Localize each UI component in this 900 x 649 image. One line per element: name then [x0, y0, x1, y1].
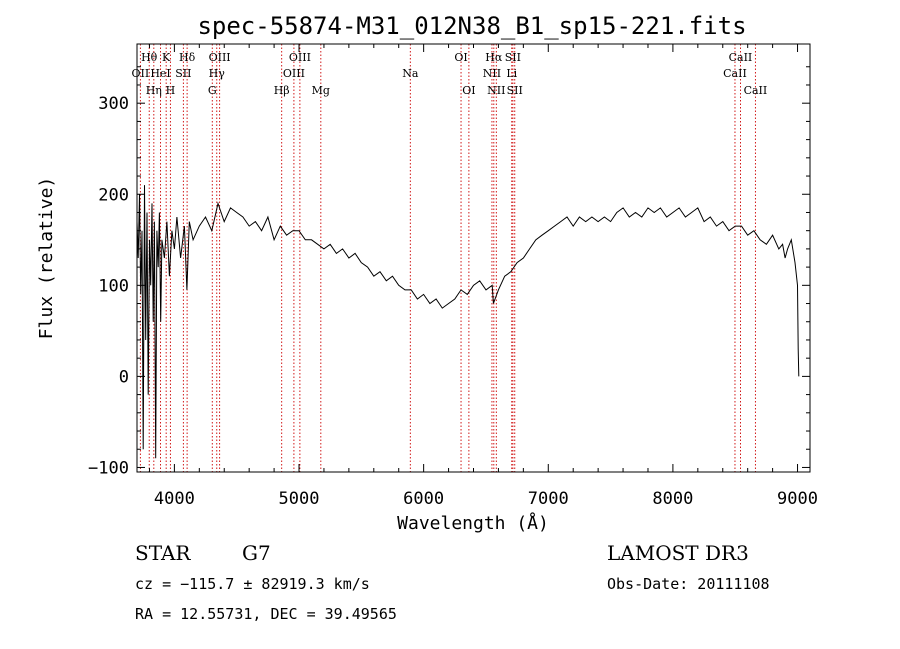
y-tick-label: 300 — [98, 94, 129, 114]
chart-title: spec-55874-M31_012N38_B1_sp15-221.fits — [197, 12, 746, 40]
spectral-line-label: Hδ — [179, 51, 196, 64]
spectral-line-label: OI — [462, 84, 475, 97]
object-subclass: G7 — [242, 541, 271, 565]
spectrum-series-line — [136, 185, 800, 459]
spectral-line-label: OI — [454, 51, 467, 64]
spectral-line-label: Hη — [146, 84, 162, 97]
redshift-cz: cz = −115.7 ± 82919.3 km/s — [135, 575, 370, 593]
spectral-line-label: Hγ — [209, 67, 226, 80]
spectral-line-label: G — [208, 84, 217, 97]
x-tick-label: 6000 — [403, 489, 444, 509]
y-axis-label: Flux (relative) — [36, 177, 57, 340]
spectral-line-label: OII — [132, 67, 150, 80]
spectral-line-label: CaII — [723, 67, 747, 80]
spectral-line-label: Li — [506, 67, 517, 80]
spectral-line-label: SII — [175, 67, 191, 80]
observation-date: Obs-Date: 20111108 — [607, 575, 770, 593]
spectral-line-label: OIII — [283, 67, 305, 80]
x-tick-label: 5000 — [279, 489, 320, 509]
spectral-line-label: CaII — [729, 51, 753, 64]
spectral-line-label: Hα — [485, 51, 503, 64]
y-tick-label: 0 — [119, 367, 129, 387]
spectral-line-label: Mg — [312, 84, 330, 97]
spectral-line-label: HeI — [150, 67, 170, 80]
spectral-line-label: H — [166, 84, 176, 97]
y-tick-label: 100 — [98, 276, 129, 296]
spectral-line-label: NII — [483, 67, 501, 80]
spectral-line-label: SII — [505, 51, 521, 64]
coordinates: RA = 12.55731, DEC = 39.49565 — [135, 605, 397, 623]
y-tick-label: −100 — [88, 458, 129, 478]
x-tick-label: 9000 — [777, 489, 818, 509]
spectral-line-markers — [139, 44, 756, 472]
spectral-line-label: NII — [487, 84, 505, 97]
survey-name: LAMOST DR3 — [607, 541, 749, 565]
spectral-line-label: OIII — [209, 51, 231, 64]
spectral-line-label: K — [162, 51, 171, 64]
spectral-line-labels: OII Hθ Hη HeI K H SII Hδ G Hγ OIII Hβ OIII OIII Mg Na OI… — [132, 51, 768, 97]
object-class: STAR — [135, 541, 191, 565]
spectral-line-label: Hθ — [141, 51, 158, 64]
spectral-line-label: Hβ — [274, 84, 290, 97]
x-tick-label: 4000 — [154, 489, 195, 509]
x-tick-label: 8000 — [652, 489, 693, 509]
plot-frame — [136, 43, 811, 473]
x-tick-label: 7000 — [528, 489, 569, 509]
spectral-line-label: Na — [402, 67, 419, 80]
axis-ticks: 4000 5000 6000 7000 8000 9000 −100 0 100 200 300 — [88, 44, 818, 509]
y-tick-label: 200 — [98, 185, 129, 205]
x-axis-label: Wavelength (Å) — [397, 512, 549, 534]
spectral-line-label: OIII — [289, 51, 311, 64]
spectral-line-label: SII — [507, 84, 523, 97]
spectral-line-label: CaII — [744, 84, 768, 97]
